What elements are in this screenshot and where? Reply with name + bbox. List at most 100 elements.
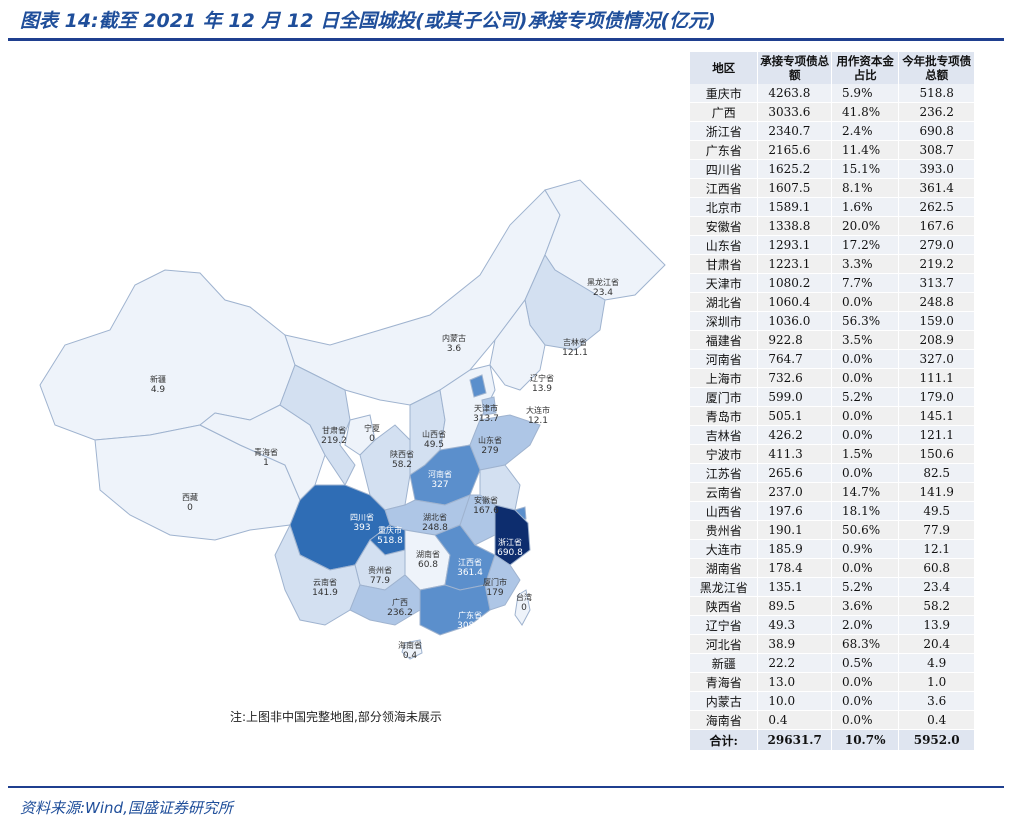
cell-share: 0.0% [831,558,900,578]
map-label-value: 327 [431,480,448,490]
cell-approved: 361.4 [898,178,975,198]
cell-total: 38.9 [757,634,832,654]
cell-share: 0.0% [831,406,900,426]
cell-share: 8.1% [831,178,900,198]
cell-region: 上海市 [690,368,759,388]
table-row: 天津市 1080.2 7.7% 313.7 [690,273,975,293]
map-label-value: 12.1 [528,416,548,426]
map-label-value: 58.2 [392,460,412,470]
cell-total: 265.6 [757,463,832,483]
cell-approved: 262.5 [898,197,975,217]
map-label-name: 云南省 [313,577,337,587]
cell-region: 河北省 [690,634,759,654]
table-row: 贵州省 190.1 50.6% 77.9 [690,520,975,540]
map-label-value: 361.4 [457,568,483,578]
map-label-value: 0 [521,603,527,613]
map-label-value: 23.4 [593,288,613,298]
table-row: 湖北省 1060.4 0.0% 248.8 [690,292,975,312]
map-label-value: 141.9 [312,588,338,598]
cell-region: 福建省 [690,330,759,350]
map-label-value: 0 [369,434,375,444]
cell-approved: 150.6 [898,444,975,464]
map-label-value: 77.9 [370,576,390,586]
cell-share: 3.3% [831,254,900,274]
cell-approved: 248.8 [898,292,975,312]
header-approved: 今年批专项债总额 [898,52,975,84]
map-label-name: 甘肃省 [322,425,346,435]
cell-region: 青海省 [690,672,759,692]
cell-region: 重庆市 [690,84,759,103]
cell-region: 吉林省 [690,425,759,445]
cell-approved: 313.7 [898,273,975,293]
map-label-name: 辽宁省 [530,373,554,383]
cell-share: 0.9% [831,539,900,559]
cell-approved: 4.9 [898,653,975,673]
table-row: 上海市 732.6 0.0% 111.1 [690,368,975,388]
map-label-value: 279 [481,446,498,456]
cell-approved: 20.4 [898,634,975,654]
table-row: 黑龙江省 135.1 5.2% 23.4 [690,577,975,597]
source-note: 资料来源:Wind,国盛证券研究所 [20,799,233,817]
cell-region: 江苏省 [690,463,759,483]
cell-approved: 58.2 [898,596,975,616]
cell-total: 1607.5 [757,178,832,198]
cell-approved: 60.8 [898,558,975,578]
cell-total: 49.3 [757,615,832,635]
map-label-name: 四川省 [350,512,374,522]
map-label-name: 广东省 [458,610,482,620]
map-label-name: 山西省 [422,429,446,439]
cell-approved: 690.8 [898,121,975,141]
region-guangdong [419,584,491,636]
cell-region: 云南省 [690,482,759,502]
map-label-name: 内蒙古 [442,333,466,343]
data-table: 地区 承接专项债总额 用作资本金占比 今年批专项债总额 重庆市 4263.8 5.9… [690,52,975,751]
cell-share: 7.7% [831,273,900,293]
cell-share: 1.6% [831,197,900,217]
table-total-row: 合计: 29631.7 10.7% 5952.0 [690,729,975,751]
table-row: 新疆 22.2 0.5% 4.9 [690,653,975,673]
cell-share: 2.0% [831,615,900,635]
top-rule [8,38,1004,41]
cell-region: 贵州省 [690,520,759,540]
header-total: 承接专项债总额 [757,52,832,84]
map-label-value: 3.6 [447,344,462,354]
cell-region: 湖北省 [690,292,759,312]
cell-total: 185.9 [757,539,832,559]
cell-region: 辽宁省 [690,615,759,635]
map-label-name: 厦门市 [483,577,507,587]
map-label-name: 湖南省 [416,549,440,559]
map-label-name: 河南省 [428,469,452,479]
cell-region: 山东省 [690,235,759,255]
cell-approved: 159.0 [898,311,975,331]
table-row: 福建省 922.8 3.5% 208.9 [690,330,975,350]
cell-approved: 77.9 [898,520,975,540]
cell-total: 1060.4 [757,292,832,312]
cell-share: 20.0% [831,216,900,236]
map-label-name: 湖北省 [423,512,447,522]
cell-share: 2.4% [831,121,900,141]
table-row: 大连市 185.9 0.9% 12.1 [690,539,975,559]
cell-approved: 121.1 [898,425,975,445]
region-taiwan [514,589,531,626]
cell-share: 11.4% [831,140,900,160]
region-tianjin [481,396,497,416]
cell-region: 湖南省 [690,558,759,578]
table-row: 安徽省 1338.8 20.0% 167.6 [690,216,975,236]
cell-total: 10.0 [757,691,832,711]
cell-total: 1338.8 [757,216,832,236]
cell-approved: 279.0 [898,235,975,255]
cell-region: 河南省 [690,349,759,369]
table-header-row: 地区 承接专项债总额 用作资本金占比 今年批专项债总额 [690,52,975,84]
map-label-name: 重庆市 [378,525,402,535]
map-label-value: 60.8 [418,560,438,570]
map-label-value: 0.4 [403,651,418,661]
cell-total: 411.3 [757,444,832,464]
cell-share: 50.6% [831,520,900,540]
table-row: 陕西省 89.5 3.6% 58.2 [690,596,975,616]
total-label: 合计: [690,729,759,751]
cell-share: 0.0% [831,292,900,312]
map-label-name: 宁夏 [364,423,380,433]
cell-approved: 141.9 [898,482,975,502]
